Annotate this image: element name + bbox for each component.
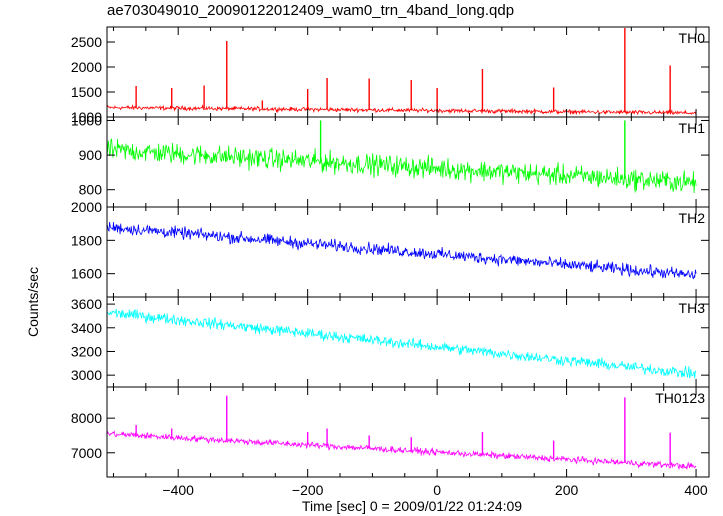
- panel-th0: 1000 1500 2000 2500 TH0: [71, 26, 710, 125]
- panel-frame: [106, 26, 710, 118]
- x-tick-label: −400: [162, 482, 194, 498]
- series-label-th3: TH3: [679, 300, 706, 316]
- y-tick-label: 3600: [71, 296, 102, 312]
- panel-th1: 800 900 1000 TH1: [71, 112, 710, 208]
- series-label-th1: TH1: [679, 120, 706, 136]
- series-label-th0: TH0: [679, 30, 706, 46]
- series-line-th2: [107, 221, 697, 280]
- x-tick-label: 0: [433, 482, 441, 498]
- panel-frame: [106, 386, 710, 478]
- y-tick-label: 1000: [71, 112, 102, 128]
- y-tick-label: 1500: [71, 84, 102, 100]
- y-axis-label: Counts/sec: [25, 266, 41, 338]
- x-tick-label: −200: [292, 482, 324, 498]
- x-tick-label: 200: [555, 482, 579, 498]
- y-tick-label: 1600: [71, 266, 102, 282]
- y-tick-label: 7000: [71, 445, 102, 461]
- y-tick-label: 800: [79, 182, 103, 198]
- x-axis-label: Time [sec] 0 = 2009/01/22 01:24:09: [301, 498, 523, 514]
- y-tick-label: 2000: [71, 59, 102, 75]
- panel-th3: 3000 3200 3400 3600 TH3: [71, 296, 710, 388]
- y-tick-label: 3000: [71, 367, 102, 383]
- y-tick-label: 1800: [71, 232, 102, 248]
- y-tick-label: 1000: [71, 109, 102, 125]
- series-label-th0123: TH0123: [655, 390, 705, 406]
- series-label-th2: TH2: [679, 210, 706, 226]
- y-tick-label: 900: [79, 147, 103, 163]
- panel-frame: [106, 296, 710, 388]
- y-tick-label: 8000: [71, 410, 102, 426]
- y-tick-label: 3400: [71, 320, 102, 336]
- panel-th2: 1600 1800 2000 TH2: [71, 199, 710, 298]
- y-tick-label: 2000: [71, 199, 102, 215]
- series-line-th3: [107, 308, 697, 379]
- y-tick-label: 2500: [71, 34, 102, 50]
- panel-frame: [106, 206, 710, 298]
- panel-th0123: 7000 8000 TH0123: [71, 386, 710, 478]
- y-tick-label: 3200: [71, 343, 102, 359]
- x-tick-label: 400: [684, 482, 708, 498]
- series-line-th1: [107, 138, 697, 194]
- panel-frame: [106, 116, 710, 208]
- chart-title: ae703049010_20090122012409_wam0_trn_4ban…: [107, 2, 515, 19]
- series-line-th0123: [107, 430, 697, 471]
- series-line-th0: [107, 104, 697, 116]
